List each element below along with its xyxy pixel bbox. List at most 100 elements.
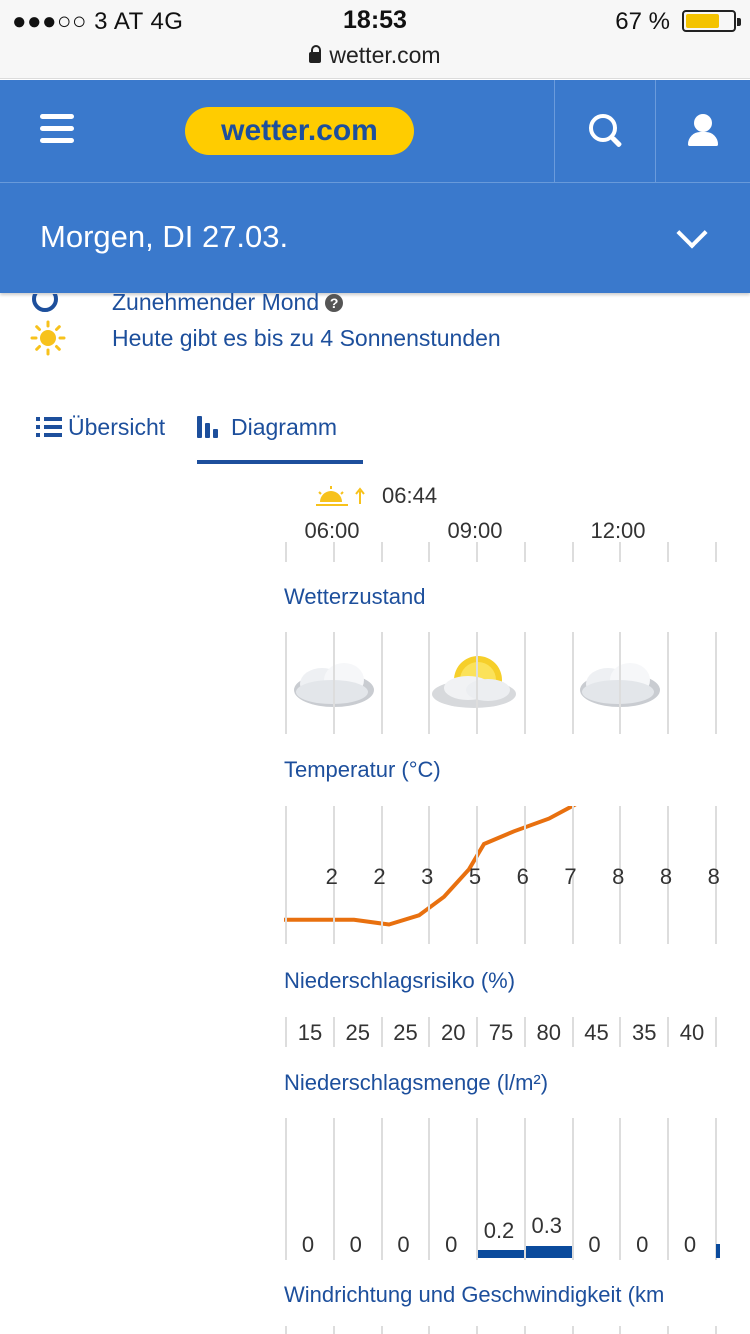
section-precip-amount: Niederschlagsmenge (l/m²) xyxy=(284,1070,549,1095)
site-header: wetter.com xyxy=(0,80,750,183)
weather-grid-line xyxy=(380,632,383,734)
hour-tick xyxy=(428,542,431,562)
section-precip-risk: Niederschlagsrisiko (%) xyxy=(284,968,516,993)
sunrise-time: 06:44 xyxy=(316,483,437,509)
hour-tick xyxy=(571,542,574,562)
risk-grid-line xyxy=(571,1017,574,1047)
risk-grid-line xyxy=(428,1017,431,1047)
amount-grid-line xyxy=(476,1118,478,1260)
weather-grid-line xyxy=(714,632,717,734)
precip-amount-value: 0 xyxy=(349,1232,362,1257)
hour-tick xyxy=(380,542,383,562)
temperature-value: 8 xyxy=(707,864,720,889)
hour-tick xyxy=(285,542,287,562)
cloudy-icon xyxy=(580,663,660,707)
risk-grid-line xyxy=(285,1017,287,1047)
weather-grid-line xyxy=(332,632,335,734)
precip-risk-value: 35 xyxy=(632,1020,657,1045)
temp-grid-line xyxy=(714,806,717,944)
partly-sunny-icon xyxy=(432,656,516,708)
temp-grid-line xyxy=(285,806,287,944)
precip-bar xyxy=(525,1246,572,1258)
hour-tick xyxy=(476,542,478,562)
temperature-value: 8 xyxy=(659,864,673,889)
section-weather: Wetterzustand xyxy=(284,584,426,609)
moon-phase: Zunehmender Mond? xyxy=(112,289,344,316)
precip-amount-value: 0.3 xyxy=(531,1213,563,1238)
divider xyxy=(554,80,555,182)
weather-grid-line xyxy=(571,632,574,734)
tab-ubersicht[interactable]: Übersicht xyxy=(36,414,186,441)
carrier-signal: ●●●○○ 3 AT 4G xyxy=(12,8,184,35)
url-text: wetter.com xyxy=(329,42,441,68)
user-icon xyxy=(694,114,712,132)
weather-grid-line xyxy=(619,632,622,734)
hour-label: 06:00 xyxy=(304,518,360,543)
temperature-value: 8 xyxy=(612,864,625,889)
precip-risk-value: 45 xyxy=(584,1020,609,1045)
help-icon[interactable]: ? xyxy=(325,294,344,312)
amount-grid-line xyxy=(380,1118,383,1260)
wind-grid-line xyxy=(714,1326,717,1334)
search-icon xyxy=(589,114,617,142)
precip-risk-value: 25 xyxy=(345,1020,370,1045)
temperature-value: 2 xyxy=(325,864,338,889)
risk-grid-line xyxy=(523,1017,526,1047)
sunrise-label: 06:44 xyxy=(382,483,438,508)
weather-grid-line xyxy=(667,632,669,734)
divider xyxy=(655,80,656,182)
site-logo[interactable]: wetter.com xyxy=(185,107,414,155)
wind-grid-line xyxy=(332,1326,335,1334)
amount-grid-line xyxy=(285,1118,287,1260)
temperature-value: 2 xyxy=(373,864,386,889)
amount-grid-line xyxy=(714,1118,717,1260)
precip-risk-value: 20 xyxy=(441,1020,466,1045)
temperature-value: 3 xyxy=(421,864,434,889)
account-button[interactable] xyxy=(656,80,750,182)
status-bar: ●●●○○ 3 AT 4G 18:53 67 % wetter.com xyxy=(0,0,750,79)
wind-grid-line xyxy=(523,1326,526,1334)
hour-tick xyxy=(619,542,622,562)
hour-tick xyxy=(332,542,335,562)
precip-amount-value: 0 xyxy=(445,1232,458,1257)
hour-label: 09:00 xyxy=(447,518,503,543)
temp-grid-line xyxy=(523,806,526,944)
precip-amount-value: 0 xyxy=(301,1232,315,1257)
tab-diagramm[interactable]: Diagramm xyxy=(197,414,363,464)
menu-icon[interactable] xyxy=(40,114,74,144)
risk-grid-line xyxy=(667,1017,669,1047)
temp-grid-line xyxy=(332,806,335,944)
wind-grid-line xyxy=(667,1326,669,1334)
weather-grid-line xyxy=(285,632,287,734)
hour-tick xyxy=(667,542,669,562)
precip-amount-value: 0 xyxy=(397,1232,410,1257)
sunrise-icon xyxy=(316,486,365,506)
temperature-curve xyxy=(284,806,577,927)
precip-amount-value: 0 xyxy=(588,1232,601,1257)
amount-grid-line xyxy=(571,1118,574,1260)
precip-bar xyxy=(478,1250,524,1258)
date-selector[interactable]: Morgen, DI 27.03. xyxy=(0,183,750,293)
precip-risk-value: 25 xyxy=(393,1020,418,1045)
search-button[interactable] xyxy=(555,80,655,182)
address-bar[interactable]: wetter.com xyxy=(0,42,750,69)
precip-risk-value: 80 xyxy=(536,1020,561,1045)
amount-grid-line xyxy=(428,1118,431,1260)
hour-label: 12:00 xyxy=(590,518,646,543)
precip-amount-value: 0 xyxy=(683,1232,697,1257)
lock-icon xyxy=(309,45,322,63)
temp-grid-line xyxy=(428,806,431,944)
wind-grid-line xyxy=(619,1326,622,1334)
selected-date: Morgen, DI 27.03. xyxy=(40,219,289,254)
risk-grid-line xyxy=(332,1017,335,1047)
sunshine-hours: Heute gibt es bis zu 4 Sonnenstunden xyxy=(112,325,501,351)
precip-amount-value: 0.2 xyxy=(483,1218,515,1243)
temperature-value: 6 xyxy=(516,864,529,889)
battery-percent: 67 % xyxy=(615,8,670,35)
risk-grid-line xyxy=(380,1017,383,1047)
temperature-value: 7 xyxy=(564,864,577,889)
wind-grid-line xyxy=(571,1326,574,1334)
temp-grid-line xyxy=(476,806,478,944)
risk-grid-line xyxy=(714,1017,717,1047)
tab-label: Diagramm xyxy=(231,414,338,440)
